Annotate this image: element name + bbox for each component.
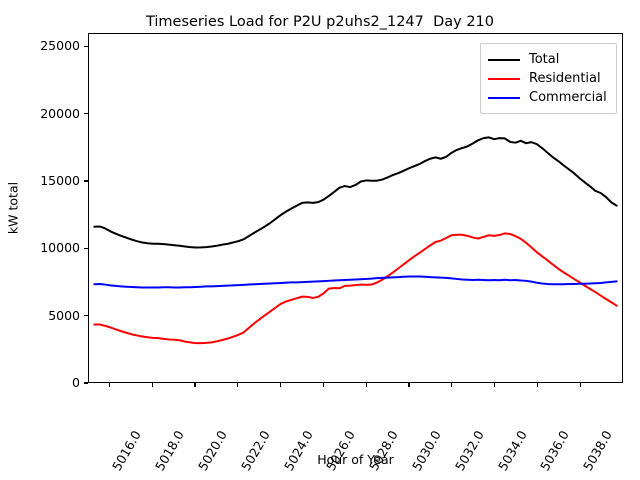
y-tick-label: 5000 — [48, 307, 80, 323]
y-tick-mark — [84, 113, 88, 115]
series-line-residential — [94, 233, 616, 343]
y-axis-label-wrapper: kW total — [6, 33, 21, 383]
y-tick-mark — [84, 180, 88, 182]
y-tick-mark — [84, 315, 88, 317]
y-axis-label: kW total — [5, 181, 21, 235]
legend-entry-commercial: Commercial — [488, 88, 607, 107]
plot-lines — [89, 34, 622, 382]
y-tick-label: 10000 — [40, 240, 80, 256]
y-tick-mark — [84, 382, 88, 384]
x-tick-mark — [151, 383, 153, 387]
x-tick-mark — [536, 383, 538, 387]
legend-label: Commercial — [529, 90, 607, 105]
x-axis-label: Hour of Year — [317, 452, 394, 467]
legend-entry-residential: Residential — [488, 69, 607, 88]
x-tick-mark — [365, 383, 367, 387]
y-tick-label: 20000 — [40, 105, 80, 121]
legend-entry-total: Total — [488, 50, 607, 69]
x-tick-mark — [408, 383, 410, 387]
x-tick-mark — [194, 383, 196, 387]
y-tick-label: 15000 — [40, 173, 80, 189]
legend-label: Total — [529, 52, 560, 67]
y-tick-mark — [84, 45, 88, 48]
x-tick-mark — [494, 383, 496, 387]
legend-swatch-commercial — [488, 96, 520, 99]
legend-label: Residential — [529, 71, 601, 86]
x-axis: 5016.0 5018.0 5020.0 5022.0 5024.0 5026.0 5028… — [88, 383, 623, 473]
y-axis: 0 5000 10000 15000 20000 25000 — [0, 33, 88, 390]
x-tick-mark — [280, 383, 282, 387]
legend-swatch-residential — [488, 77, 520, 80]
series-line-commercial — [94, 277, 616, 288]
x-tick-mark — [108, 383, 110, 387]
legend-swatch-total — [488, 58, 520, 61]
series-line-total — [94, 137, 616, 247]
x-tick-mark — [579, 383, 581, 387]
y-tick-label: 0 — [72, 375, 80, 390]
y-tick-label: 25000 — [40, 38, 80, 54]
chart-title: Timeseries Load for P2U p2uhs2_1247 Day … — [145, 14, 495, 30]
x-tick-mark — [322, 383, 324, 387]
x-tick-mark — [451, 383, 453, 387]
y-tick-mark — [84, 247, 88, 249]
chart-legend: Total Residential Commercial — [480, 43, 617, 114]
x-tick-mark — [237, 383, 239, 387]
